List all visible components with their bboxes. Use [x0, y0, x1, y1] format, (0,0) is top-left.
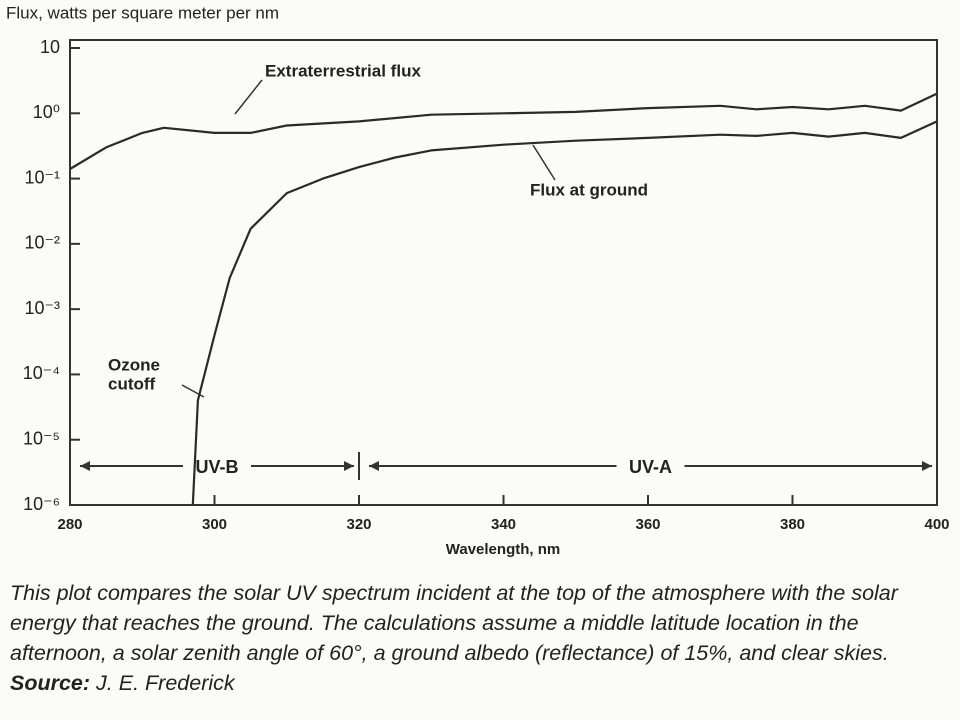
arrow-head — [80, 461, 90, 471]
y-tick-label: 10⁻² — [24, 233, 60, 253]
pointer — [181, 384, 205, 398]
y-tick-label: 10⁻⁶ — [23, 494, 60, 514]
caption-source-label: Source: — [10, 671, 91, 695]
series-label: Extraterrestrial flux — [265, 61, 421, 80]
x-tick-label: 360 — [635, 516, 660, 533]
y-tick-label: 10⁰ — [33, 102, 60, 122]
caption-text: This plot compares the solar UV spectrum… — [10, 581, 898, 665]
x-axis-title: Wavelength, nm — [446, 541, 560, 558]
arrow-head — [344, 461, 354, 471]
series-label: Flux at ground — [530, 180, 648, 199]
y-tick-label: 10 — [40, 37, 60, 57]
y-tick-label: 10⁻⁵ — [23, 428, 60, 448]
pointer — [532, 144, 556, 181]
x-tick-label: 380 — [780, 516, 805, 533]
x-tick-label: 320 — [346, 516, 371, 533]
caption-source: J. E. Frederick — [96, 671, 235, 695]
region-label: UV-A — [629, 457, 672, 477]
arrow-head — [922, 461, 932, 471]
y-tick-label: 10⁻¹ — [24, 167, 60, 187]
series-line — [191, 120, 938, 506]
x-tick-label: 340 — [491, 516, 516, 533]
caption: This plot compares the solar UV spectrum… — [10, 578, 955, 698]
chart-title: Flux, watts per square meter per nm — [6, 3, 279, 22]
plot-frame — [69, 39, 938, 506]
x-tick-label: 280 — [57, 516, 82, 533]
x-tick-label: 300 — [202, 516, 227, 533]
x-tick-label: 400 — [924, 516, 949, 533]
arrow-head — [369, 461, 379, 471]
pointer — [234, 79, 263, 115]
y-tick-label: 10⁻³ — [24, 298, 60, 318]
annotation: Ozone — [108, 355, 160, 374]
region-label: UV-B — [195, 457, 238, 477]
annotation: cutoff — [108, 374, 156, 393]
chart: Flux, watts per square meter per nm Wave… — [6, 3, 950, 558]
y-tick-label: 10⁻⁴ — [23, 363, 60, 383]
series-line — [69, 92, 938, 170]
